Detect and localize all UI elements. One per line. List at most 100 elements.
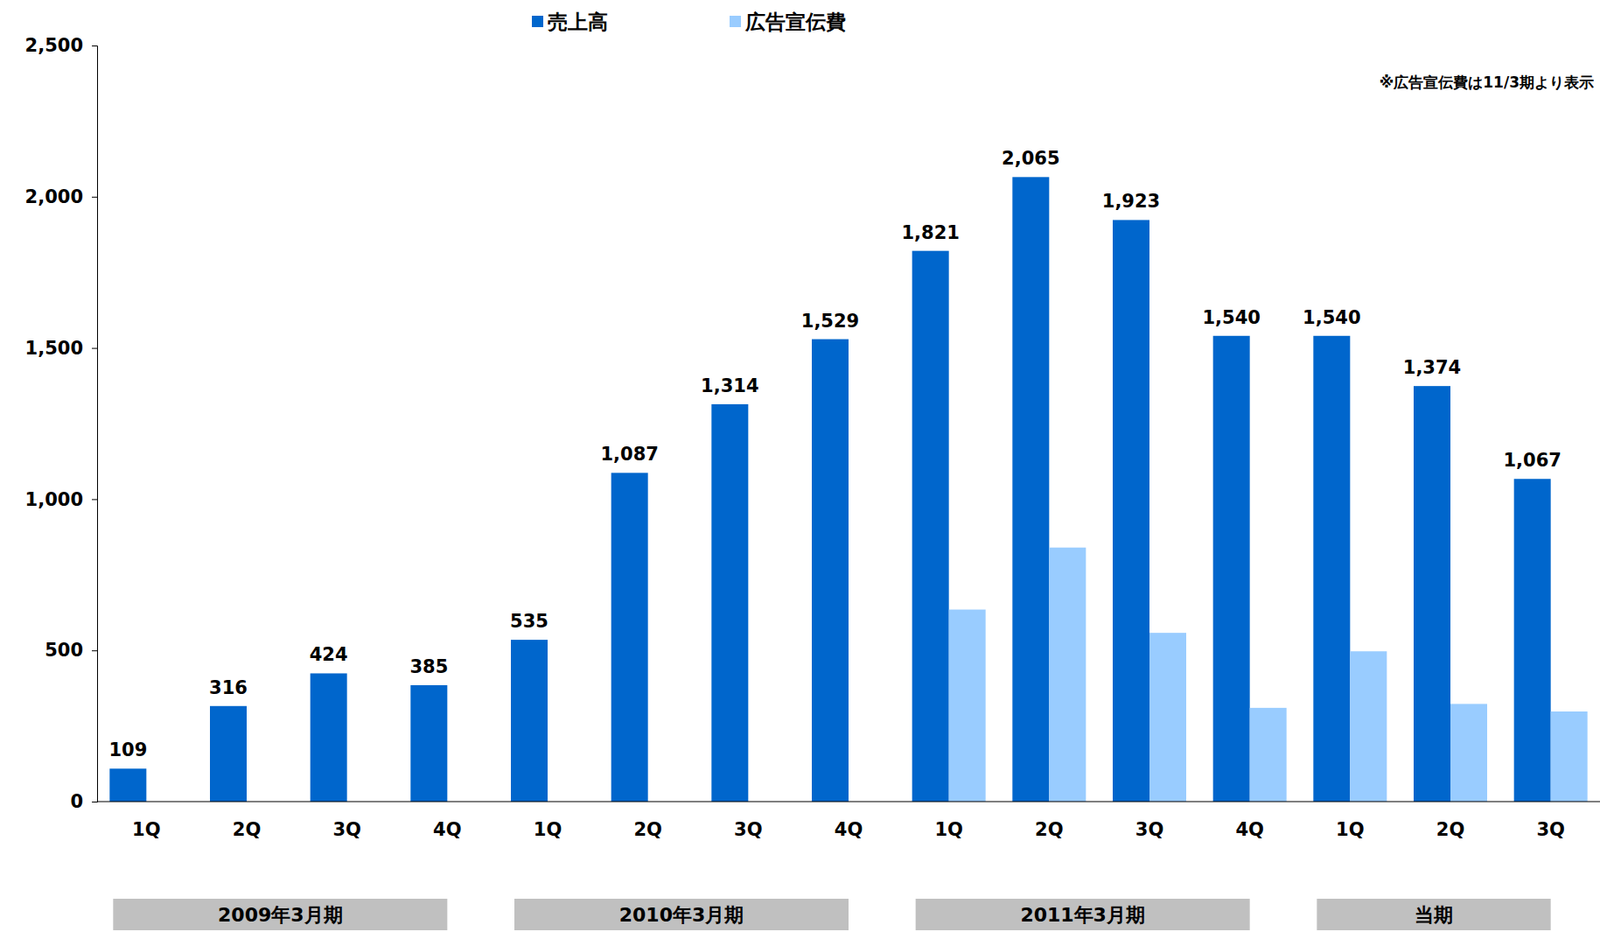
bars (109, 176, 1587, 802)
group-box (1316, 898, 1551, 930)
axis-line (97, 801, 1600, 803)
bar (209, 705, 247, 802)
tick: 2,500 (25, 34, 98, 56)
y-axis: 0 500 1,000 1,500 2,000 2,500 (25, 34, 98, 812)
bar (949, 609, 986, 802)
tick: 3Q (733, 801, 762, 840)
legend-swatch (531, 15, 544, 28)
tick: 2Q (232, 801, 261, 840)
data-label: 1,923 (1102, 190, 1160, 212)
tick: 3Q (1135, 801, 1164, 840)
tick-label: 2Q (633, 818, 662, 840)
tick: 3Q (1536, 801, 1565, 840)
group-label: 2010年3月期 (619, 903, 745, 926)
tick-label: 2Q (1034, 818, 1063, 840)
data-label: 424 (309, 643, 349, 665)
axis-line (91, 46, 98, 803)
tick-label: 4Q (1235, 818, 1264, 840)
tick-label: 3Q (733, 818, 762, 840)
tick: 2,000 (25, 186, 98, 208)
bar (1048, 547, 1086, 802)
tick: 1Q (934, 801, 963, 840)
bar (1349, 650, 1387, 802)
category-groups: 2009年3月期2010年3月期2011年3月期当期 (112, 898, 1551, 930)
bar (1012, 176, 1049, 802)
data-label: 1,374 (1403, 356, 1461, 378)
tick: 1,500 (25, 337, 98, 359)
data-label: 1,821 (901, 222, 959, 244)
data-label: 1,314 (700, 375, 759, 397)
tick-label: 1,000 (25, 489, 84, 511)
bar (912, 251, 950, 802)
tick-mark (91, 649, 98, 651)
bar (109, 768, 147, 802)
bar (1313, 335, 1350, 802)
data-label: 1,540 (1201, 307, 1260, 329)
legend-item: 広告宣伝費 (729, 10, 846, 34)
tick-label: 2,500 (25, 34, 84, 56)
tick-label: 2Q (232, 818, 261, 840)
tick-label: 1Q (934, 818, 963, 840)
tick-label: 3Q (1135, 818, 1164, 840)
chart: 1093164243855351,0871,3141,5291,8212,065… (0, 0, 1600, 932)
tick: 500 (44, 639, 98, 661)
tick: 4Q (834, 801, 863, 840)
bar (1450, 703, 1488, 802)
group-label: 2009年3月期 (217, 903, 343, 926)
bar (811, 339, 849, 802)
tick-label: 500 (44, 639, 84, 661)
data-label: 535 (510, 610, 549, 632)
series (109, 176, 1551, 802)
tick-label: 2Q (1436, 818, 1465, 840)
group-label: 2011年3月期 (1020, 903, 1146, 926)
tick-label: 1,500 (25, 337, 84, 359)
tick-mark (91, 196, 98, 198)
bar (711, 404, 748, 802)
legend-item: 売上高 (531, 10, 608, 34)
tick-label: 3Q (332, 818, 361, 840)
tick: 3Q (332, 801, 361, 840)
data-label: 316 (209, 677, 248, 699)
tick-label: 1Q (533, 818, 562, 840)
tick-mark (91, 801, 98, 803)
group-box (915, 898, 1251, 930)
bar (611, 472, 649, 802)
tick-label: 0 (69, 790, 84, 812)
tick-mark (91, 348, 98, 350)
data-label: 2,065 (1001, 147, 1060, 169)
data-label: 1,540 (1302, 307, 1361, 329)
series (949, 547, 1588, 802)
tick: 2Q (1436, 801, 1465, 840)
bar (1149, 632, 1187, 802)
bar (1551, 711, 1588, 802)
tick: 2Q (633, 801, 662, 840)
bar (410, 684, 448, 802)
data-label: 1,067 (1502, 449, 1561, 471)
tick-label: 4Q (834, 818, 863, 840)
legend-label: 売上高 (547, 10, 608, 34)
data-labels: 1093164243855351,0871,3141,5291,8212,065… (108, 147, 1561, 761)
tick: 1Q (1335, 801, 1364, 840)
tick-label: 1Q (1335, 818, 1364, 840)
legend: 売上高 広告宣伝費 (531, 10, 846, 34)
tick: 1Q (132, 801, 161, 840)
legend-swatch (729, 15, 741, 28)
tick: 4Q (1235, 801, 1264, 840)
data-label: 1,529 (801, 310, 860, 332)
tick: 1,000 (25, 489, 98, 511)
group-box (112, 898, 448, 930)
tick: 0 (69, 790, 98, 812)
note: ※広告宣伝費は11/3期より表示 (1379, 73, 1594, 91)
tick-mark (91, 498, 98, 500)
group-box (514, 898, 849, 930)
tick-label: 1Q (132, 818, 161, 840)
tick-label: 4Q (433, 818, 462, 840)
bar (1112, 219, 1150, 802)
tick-mark (91, 45, 98, 47)
data-label: 109 (108, 739, 147, 761)
tick-label: 3Q (1536, 818, 1565, 840)
tick: 4Q (433, 801, 462, 840)
bar (1514, 478, 1552, 802)
bar (1213, 335, 1251, 802)
tick-label: 2,000 (25, 186, 84, 208)
